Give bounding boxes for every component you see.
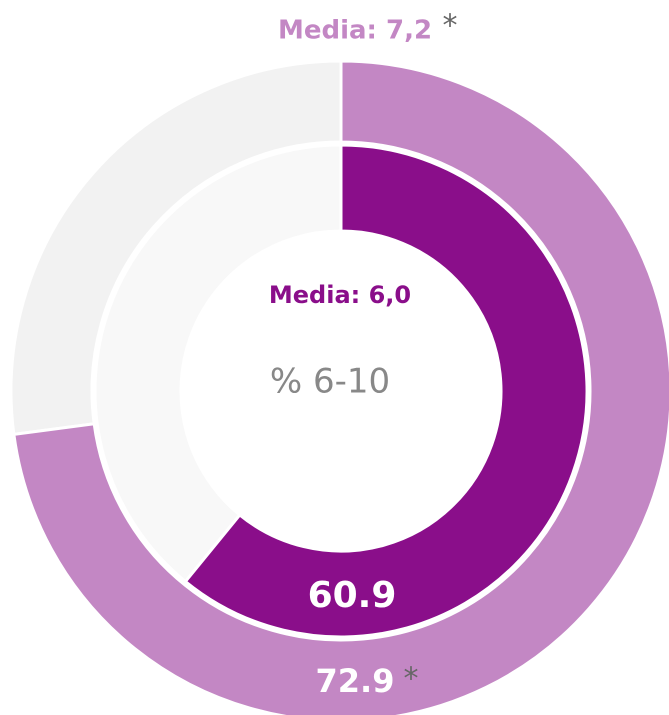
ring-title-note: *	[443, 9, 458, 44]
center-label: % 6-10	[270, 362, 390, 402]
ring-segment	[183, 143, 589, 639]
ring-segment	[12, 59, 669, 715]
value-label: 72.9	[316, 662, 395, 700]
ring-remainder	[93, 143, 343, 584]
ring-title: Media: 6,0	[269, 281, 411, 309]
ring-title: Media: 7,2	[278, 16, 432, 46]
ring-remainder	[9, 59, 343, 437]
value-label: 60.9	[308, 575, 397, 616]
value-note: *	[404, 662, 419, 697]
